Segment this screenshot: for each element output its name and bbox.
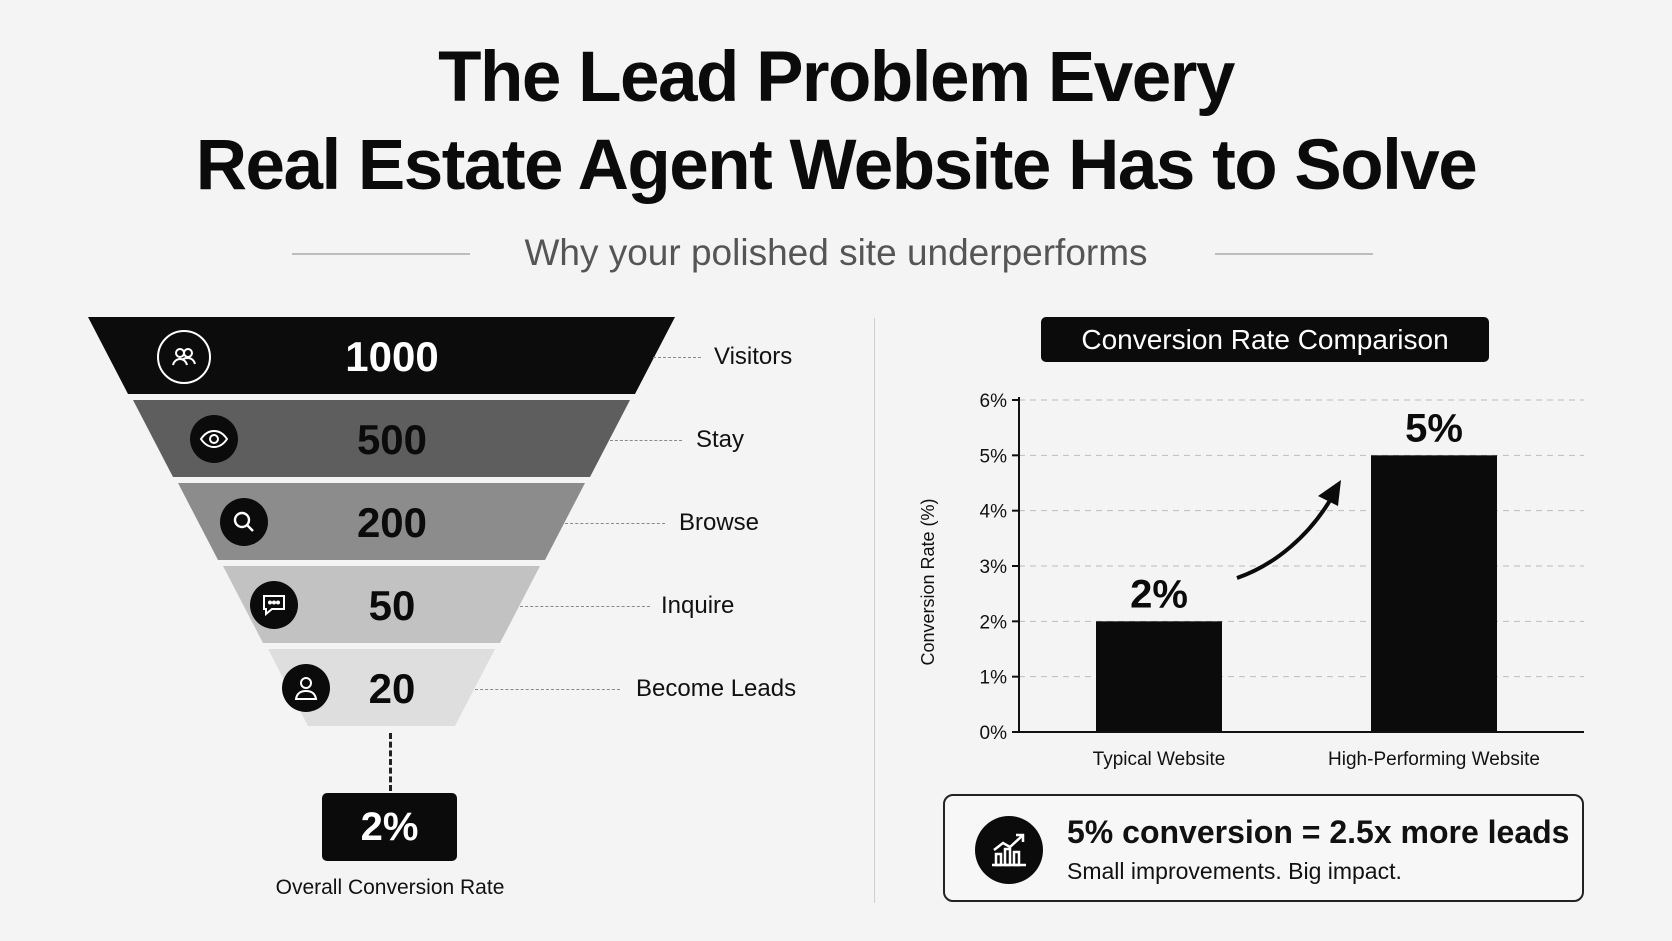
stage-value-leads: 20 bbox=[368, 665, 416, 712]
bar-value-label: 2% bbox=[1130, 572, 1188, 616]
stage-label-stay: Stay bbox=[696, 426, 745, 453]
callout-headline: 5% conversion = 2.5x more leads bbox=[1067, 814, 1570, 850]
subtitle: Why your polished site underperforms bbox=[524, 232, 1148, 273]
bar-value-label: 5% bbox=[1405, 406, 1463, 450]
eye-icon bbox=[190, 415, 238, 463]
chart-title: Conversion Rate Comparison bbox=[1041, 317, 1489, 362]
stage-label-visitors: Visitors bbox=[714, 343, 793, 370]
stage-value-visitors: 1000 bbox=[345, 333, 439, 380]
growth-chart-icon bbox=[975, 816, 1043, 884]
stage-value-inquire: 50 bbox=[368, 582, 416, 629]
users-icon bbox=[157, 330, 211, 384]
funnel-band-visitors bbox=[88, 317, 675, 394]
y-axis-title: Conversion Rate (%) bbox=[918, 498, 938, 665]
leader-line-stay bbox=[610, 440, 682, 441]
leader-line-leads bbox=[475, 689, 620, 690]
page-title: The Lead Problem Every Real Estate Agent… bbox=[0, 34, 1672, 210]
title-line-1: The Lead Problem Every bbox=[438, 38, 1235, 117]
overall-conversion-badge: 2% bbox=[322, 793, 457, 861]
leader-line-inquire bbox=[520, 606, 650, 607]
subtitle-row: Why your polished site underperforms bbox=[0, 228, 1672, 278]
stage-value-browse: 200 bbox=[356, 499, 428, 546]
x-category-label: High-Performing Website bbox=[1328, 749, 1540, 770]
bar-typical-website bbox=[1096, 621, 1222, 732]
search-icon bbox=[220, 498, 268, 546]
funnel-band-leads bbox=[268, 649, 495, 726]
x-category-label: Typical Website bbox=[1093, 749, 1226, 770]
funnel-connector-line bbox=[389, 733, 392, 791]
funnel-shapes bbox=[88, 317, 675, 726]
title-line-2: Real Estate Agent Website Has to Solve bbox=[195, 126, 1478, 205]
funnel-band-stay bbox=[133, 400, 630, 477]
growth-arrow bbox=[1236, 480, 1341, 580]
y-tick-label: 6% bbox=[980, 391, 1008, 412]
callout-box: 5% conversion = 2.5x more leads Small im… bbox=[943, 794, 1584, 902]
subtitle-rule-left bbox=[292, 253, 470, 255]
stage-label-inquire: Inquire bbox=[661, 592, 735, 619]
funnel-band-browse bbox=[178, 483, 585, 560]
leader-line-browse bbox=[565, 523, 665, 524]
leader-line-visitors bbox=[653, 357, 701, 358]
funnel-band-inquire bbox=[223, 566, 540, 643]
panel-divider bbox=[874, 318, 875, 903]
y-tick-label: 5% bbox=[980, 446, 1008, 467]
stage-value-stay: 500 bbox=[356, 416, 428, 463]
bar-high-performing-website bbox=[1371, 455, 1497, 732]
y-tick-label: 4% bbox=[980, 502, 1008, 523]
overall-conversion-label: Overall Conversion Rate bbox=[275, 876, 505, 899]
y-tick-label: 0% bbox=[980, 723, 1008, 744]
y-tick-label: 3% bbox=[980, 557, 1008, 578]
y-tick-label: 1% bbox=[980, 668, 1008, 689]
callout-subtext: Small improvements. Big impact. bbox=[1067, 858, 1402, 884]
subtitle-rule-right bbox=[1215, 253, 1373, 255]
y-tick-label: 2% bbox=[980, 612, 1008, 633]
conversion-funnel: 1000 Visitors 500 Stay 200 Browse 50 Inq… bbox=[88, 317, 797, 899]
chat-icon bbox=[250, 581, 298, 629]
person-icon bbox=[282, 664, 330, 712]
stage-label-browse: Browse bbox=[679, 509, 760, 536]
stage-label-leads: Become Leads bbox=[636, 675, 797, 702]
